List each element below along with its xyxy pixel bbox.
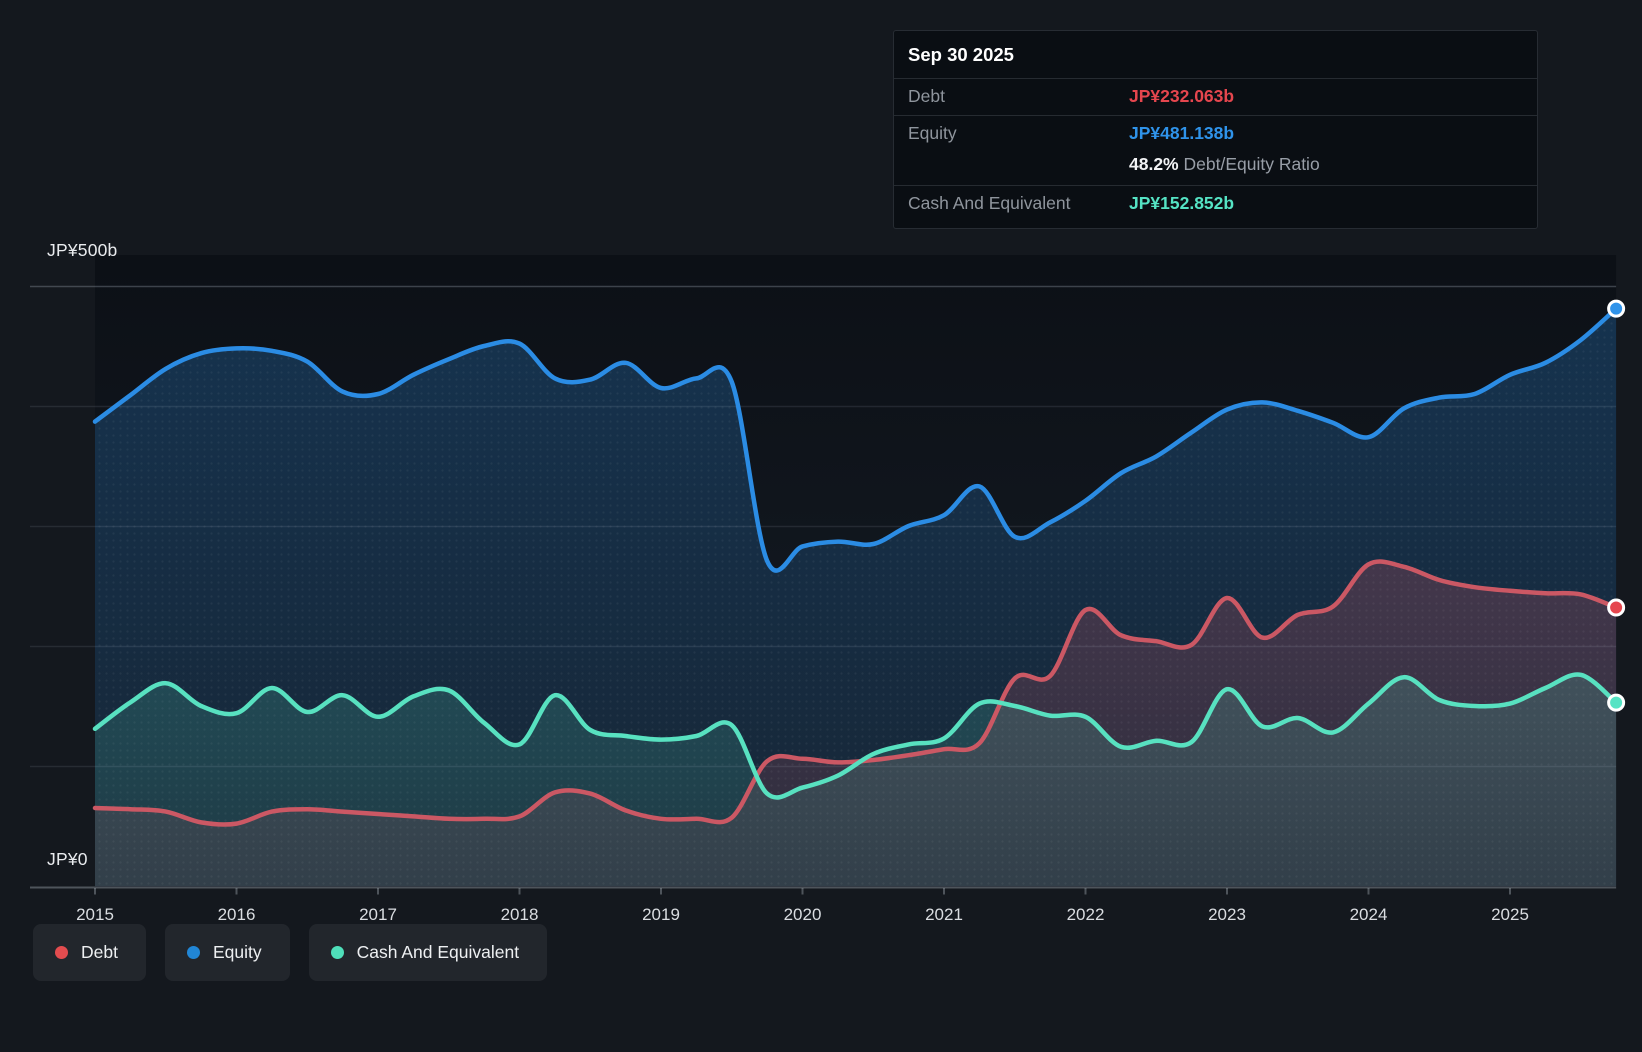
x-axis-label-2017: 2017 (359, 905, 397, 924)
equity-legend-dot-icon (187, 946, 200, 959)
tooltip-debt-row: Debt JP¥232.063b (894, 79, 1537, 116)
x-axis-label-2022: 2022 (1067, 905, 1105, 924)
tooltip-ratio-row: 48.2% Debt/Equity Ratio (894, 152, 1537, 186)
tooltip-cash-value: JP¥152.852b (1129, 193, 1234, 214)
tooltip-ratio-value: 48.2% (1129, 154, 1179, 174)
y-axis-label-min: JP¥0 (47, 849, 88, 870)
tooltip-equity-label: Equity (908, 123, 1129, 144)
x-axis-label-2025: 2025 (1491, 905, 1529, 924)
legend-item-equity[interactable]: Equity (165, 924, 290, 981)
tooltip-date: Sep 30 2025 (894, 31, 1537, 79)
debt-equity-history-page: 2015 2016 2017 2018 2019 2020 2021 2022 2023 2024… (0, 0, 1642, 1052)
chart-tooltip: Sep 30 2025 Debt JP¥232.063b Equity JP¥4… (893, 30, 1538, 229)
tooltip-cash-row: Cash And Equivalent JP¥152.852b (894, 186, 1537, 222)
tooltip-debt-value: JP¥232.063b (1129, 86, 1234, 107)
legend-item-debt[interactable]: Debt (33, 924, 146, 981)
chart-legend: Debt Equity Cash And Equivalent (33, 924, 547, 981)
tooltip-cash-label: Cash And Equivalent (908, 193, 1129, 214)
x-axis-label-2023: 2023 (1208, 905, 1246, 924)
y-axis-label-max: JP¥500b (47, 240, 118, 261)
tooltip-equity-row: Equity JP¥481.138b (894, 116, 1537, 152)
legend-debt-label: Debt (81, 942, 118, 963)
cash-legend-dot-icon (331, 946, 344, 959)
x-axis-label-2021: 2021 (925, 905, 963, 924)
tooltip-ratio-label: Debt/Equity Ratio (1184, 154, 1320, 174)
x-axis-label-2016: 2016 (218, 905, 256, 924)
legend-equity-label: Equity (213, 942, 262, 963)
x-axis-label-2015: 2015 (76, 905, 114, 924)
x-axis-label-2018: 2018 (501, 905, 539, 924)
legend-item-cash[interactable]: Cash And Equivalent (309, 924, 547, 981)
cash-end-dot (1609, 695, 1624, 710)
x-axis-label-2019: 2019 (642, 905, 680, 924)
x-axis-label-2024: 2024 (1350, 905, 1388, 924)
tooltip-equity-value: JP¥481.138b (1129, 123, 1234, 144)
x-axis-label-2020: 2020 (784, 905, 822, 924)
tooltip-debt-label: Debt (908, 86, 1129, 107)
debt-end-dot (1609, 600, 1624, 615)
equity-end-dot (1609, 301, 1624, 316)
legend-cash-label: Cash And Equivalent (357, 942, 519, 963)
debt-legend-dot-icon (55, 946, 68, 959)
